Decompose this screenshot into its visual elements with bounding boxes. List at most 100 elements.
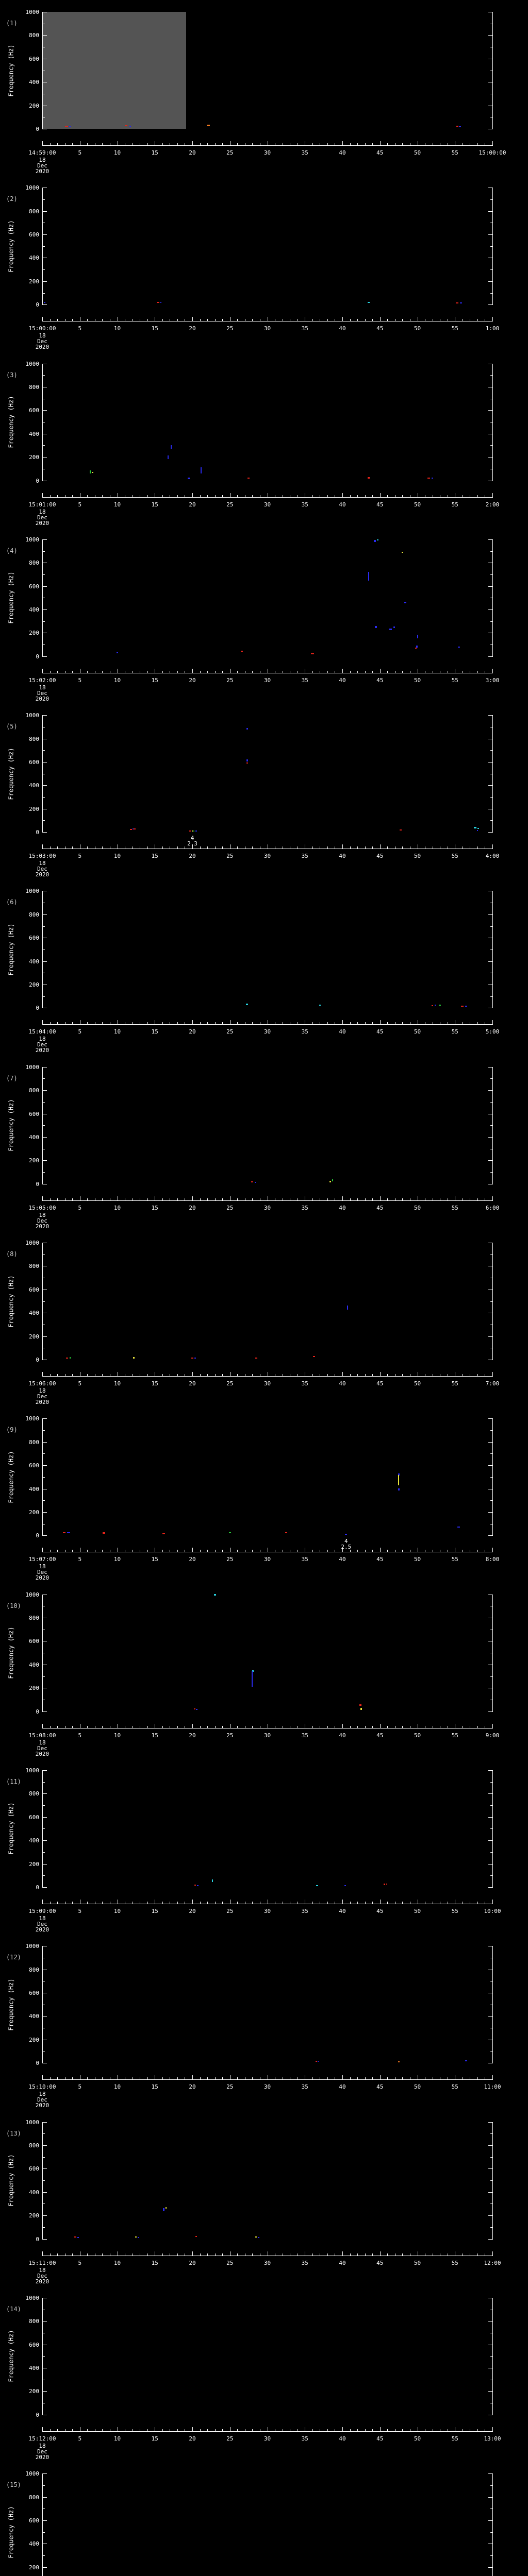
detection-dot [312,1356,315,1358]
y-tick-label: 200 [29,1860,39,1868]
y-axis-line-left [42,2297,43,2415]
x-tick [207,2429,208,2431]
x-tick-label: 25 [226,1556,234,1563]
detection-dot [156,301,159,303]
x-end-time-label: 13:00 [484,2435,501,2442]
x-tick [102,1901,103,1904]
x-tick-label: 45 [376,1556,384,1563]
y-tick-label: 1000 [25,712,40,719]
x-tick [477,495,478,497]
x-tick [252,1550,253,1552]
detection-dot [133,1357,135,1359]
date-label: 18 [39,2442,46,2449]
y-tick [490,2555,492,2556]
x-tick [237,319,238,321]
x-tick [492,493,493,497]
date-label: Dec [37,2272,47,2279]
y-tick [488,2122,492,2123]
x-tick-label: 15 [151,853,158,860]
detection-dot [456,302,459,303]
y-tick [488,1090,492,1091]
date-label: 18 [39,1387,46,1395]
date-label: Dec [37,1041,47,1048]
x-tick-label: 5 [78,325,82,332]
x-tick-label: 30 [263,853,271,860]
x-tick [477,1550,478,1552]
x-tick [87,143,88,145]
y-tick-label: 800 [29,32,39,39]
y-tick-label: 1000 [25,1063,40,1071]
detection-dot [189,831,191,832]
event-annotation: 2.3 [187,840,197,848]
x-tick [312,1725,313,1728]
x-tick [357,319,358,321]
y-tick [490,445,492,446]
y-tick [43,539,47,540]
x-tick-label: 45 [376,853,384,860]
x-tick [162,846,163,849]
y-tick-label: 800 [29,735,39,742]
x-tick [380,1548,381,1552]
y-tick [43,2239,47,2240]
date-label: Dec [37,1569,47,1576]
y-tick [490,2227,492,2228]
x-tick-label: 55 [451,501,458,508]
x-tick [477,846,478,849]
x-tick [72,1550,73,1552]
y-tick [488,1711,492,1712]
y-axis-line-right [492,715,493,833]
x-tick-label: 55 [451,325,458,332]
y-tick [43,1125,45,1126]
x-tick-label: 5 [78,853,82,860]
x-tick [57,1901,58,1904]
spectrogram-panel: (6) Frequency (Hz) 0 200 400 600 800 1000 15:04:… [0,879,528,1055]
x-tick-label: 30 [263,1380,271,1387]
x-tick [222,2077,223,2080]
y-tick [43,199,45,200]
y-tick-label: 0 [36,126,39,132]
date-label: 2020 [35,1574,50,1582]
x-tick [192,2075,193,2080]
x-tick [147,1901,148,1904]
detection-dot [255,1181,256,1183]
x-tick [222,2253,223,2256]
date-label: 2020 [35,1223,50,1230]
y-tick-label: 0 [36,1708,39,1715]
x-tick [342,2427,343,2431]
y-tick-label: 400 [29,606,39,614]
x-tick [357,1374,358,1377]
x-tick [162,1374,163,1377]
x-tick-label: 35 [301,149,308,156]
x-tick-label: 35 [301,325,308,332]
x-start-time-label: 15:07:00 [28,1556,56,1563]
x-tick [380,1196,381,1200]
y-tick-label: 200 [29,981,39,989]
y-tick-label: 600 [29,55,39,62]
x-tick [192,493,193,497]
y-tick [490,1676,492,1677]
y-tick [43,2227,45,2228]
y-tick [490,2485,492,2486]
x-tick [402,495,403,497]
y-tick [43,246,45,247]
x-tick-label: 40 [339,1556,346,1563]
x-tick [177,846,178,849]
x-tick-label: 55 [451,1028,458,1036]
x-tick-label: 35 [301,1907,308,1914]
x-tick [102,2429,103,2431]
y-tick-label: 0 [36,653,39,660]
detection-dot [398,1473,400,1476]
y-axis-line-right [492,1243,493,1361]
y-tick-label: 200 [29,1157,39,1164]
spectrogram-panel: (8) Frequency (Hz) 0 200 400 600 800 1000 15:06:… [0,1231,528,1406]
y-tick-label: 800 [29,1966,39,1973]
x-tick [372,2077,373,2080]
x-tick-label: 10 [113,1907,121,1914]
y-tick [490,199,492,200]
x-tick-label: 50 [414,2083,421,2091]
detection-dot [196,1885,199,1886]
x-tick [492,2075,493,2080]
x-tick [72,2077,73,2080]
x-tick [387,319,388,321]
y-tick [43,2180,45,2181]
